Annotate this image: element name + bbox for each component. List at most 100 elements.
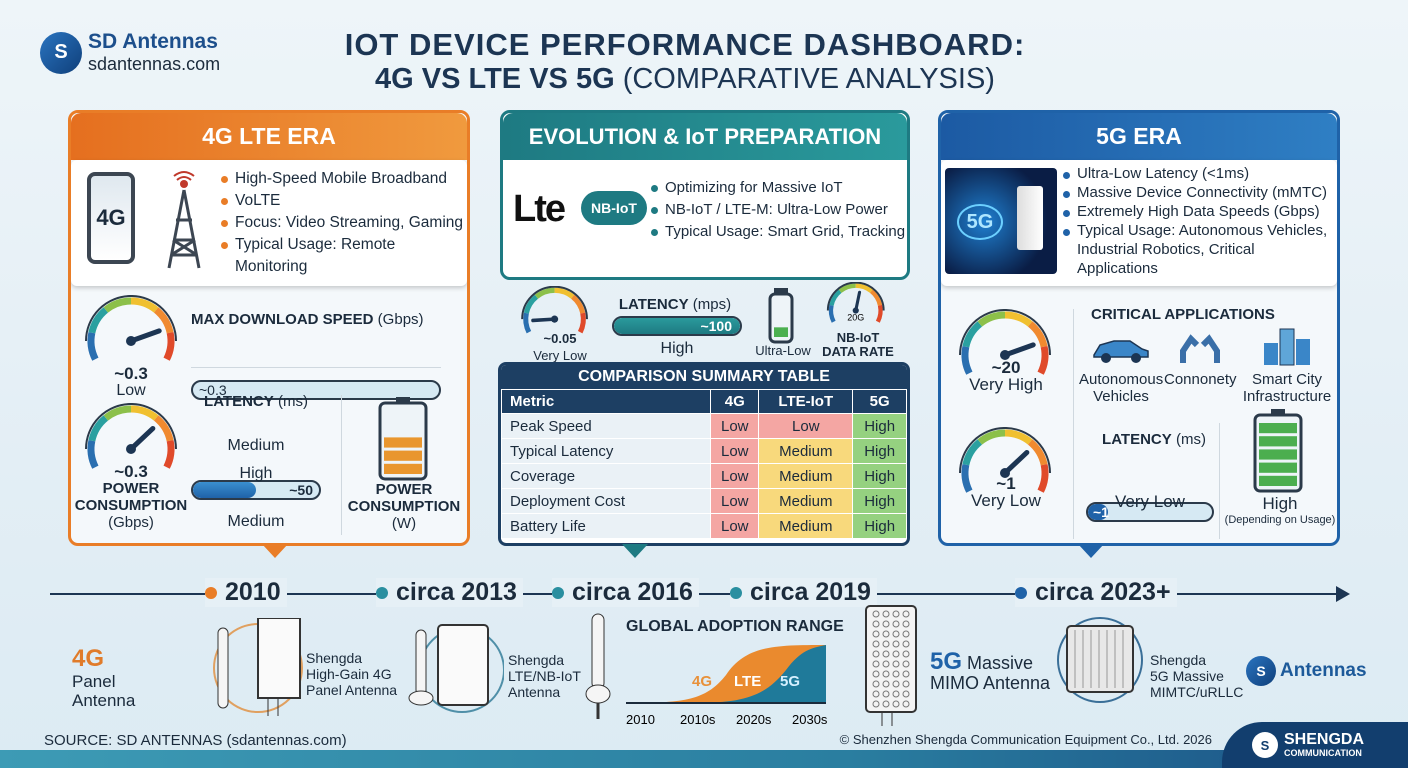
battery-sub-label: (Depending on Usage) xyxy=(1224,514,1336,526)
phone-label: 4G xyxy=(96,205,126,230)
panel-header: EVOLUTION & IoT PREPARATION xyxy=(503,113,907,160)
gauge-dial xyxy=(959,309,1051,375)
latency-title-text: LATENCY xyxy=(1102,431,1172,448)
rating-cell: Low xyxy=(710,438,760,464)
battery-label: POWER xyxy=(375,481,433,498)
product-5g-big: 5G xyxy=(930,648,963,675)
latency-label: Very Low xyxy=(1115,492,1185,511)
app-label: Connonety xyxy=(1164,371,1237,388)
gauge-dial xyxy=(85,403,177,469)
rating-cell: Medium xyxy=(758,438,854,464)
x-tick: 2010 xyxy=(626,712,655,727)
speed-unit: (Gbps) xyxy=(373,311,424,328)
title-line1: IOT DEVICE PERFORMANCE DASHBOARD: xyxy=(344,27,1026,62)
table-row: Battery Life Low Medium High xyxy=(501,513,907,539)
app-label: Autonomous xyxy=(1079,371,1164,388)
rating-cell: Low xyxy=(710,488,760,514)
divider xyxy=(1073,309,1074,539)
area-5g xyxy=(696,645,826,703)
panel-5g: 5G ERA 5G Ultra-Low Latency (<1ms) Massi… xyxy=(938,110,1340,546)
speed-title: MAX DOWNLOAD SPEED (Gbps) xyxy=(191,311,424,328)
metric-cell: Coverage xyxy=(501,463,712,489)
product-4g-desc: Shengda High-Gain 4G Panel Antenna xyxy=(306,650,397,698)
title-line2: 4G VS LTE VS 5G (COMPARATIVE ANALYSIS) xyxy=(290,62,1080,96)
battery-icon xyxy=(1253,409,1303,498)
latency-title: LATENCY (mps) xyxy=(610,296,740,313)
app-item: Connonety xyxy=(1164,327,1237,405)
comparison-table: COMPARISON SUMMARY TABLE Metric 4G LTE-IoT… xyxy=(498,362,910,546)
speed-value: ~0.3 xyxy=(199,382,227,398)
latency-title: LATENCY (ms) xyxy=(191,393,321,410)
table-title: COMPARISON SUMMARY TABLE xyxy=(501,365,907,389)
adoption-chart: 4G LTE 5G 2010 2010s 2020s 2030s xyxy=(626,645,828,727)
data-rate-labels: NB-IoT DATA RATE xyxy=(816,331,900,359)
table-row: Typical Latency Low Medium High xyxy=(501,438,907,464)
rating-cell: Medium xyxy=(758,513,854,539)
massive-mimo-panel-image xyxy=(865,605,917,726)
rating-cell: High xyxy=(852,488,907,514)
power-gauge-labels: ~0.3 POWER CONSUMPTION (Gbps) xyxy=(71,463,191,531)
battery-labels: POWER CONSUMPTION (W) xyxy=(341,481,467,532)
desc-line: 5G Massive xyxy=(1150,668,1224,684)
cell-tower-icon xyxy=(167,171,201,269)
data-rate-gauge: 20G xyxy=(826,281,886,335)
timeline-year: circa 2019 xyxy=(750,578,871,606)
timeline-arrow-icon xyxy=(1336,586,1358,602)
gauge-dial xyxy=(521,285,588,334)
speed-gauge xyxy=(83,295,179,377)
battery-label: Ultra-Low xyxy=(755,343,811,358)
latency-label: High xyxy=(660,340,694,357)
desc-line: Panel Antenna xyxy=(306,682,398,698)
divider xyxy=(341,395,342,535)
table-grid: Metric 4G LTE-IoT 5G Peak Speed Low Low High Typ… xyxy=(501,389,907,539)
rating-cell: High xyxy=(852,413,907,439)
callout-arrow-icon xyxy=(262,544,288,571)
app-label: Vehicles xyxy=(1093,388,1149,405)
5g-antenna-image: 5G xyxy=(945,168,1057,274)
latency-gauge-labels: ~1 Very Low xyxy=(951,475,1061,509)
nbiot-logo: NB-IoT xyxy=(581,191,647,225)
gauge-value: ~1 xyxy=(996,474,1016,493)
feature-item: Typical Usage: Remote Monitoring xyxy=(221,234,465,278)
4g-panel-antenna-image xyxy=(213,618,303,716)
latency-title: LATENCY (ms) xyxy=(1089,431,1219,448)
brand-url: sdantennas.com xyxy=(88,54,221,74)
divider xyxy=(191,367,441,368)
product-4g-line: Antenna xyxy=(72,691,136,710)
power-label: Medium xyxy=(227,513,285,530)
timeline-item: circa 2019 xyxy=(730,578,877,607)
shengda-logo-icon: S xyxy=(1252,732,1278,758)
footer-band xyxy=(0,750,1408,768)
series-label-lte: LTE xyxy=(734,673,761,690)
panel-evolution: EVOLUTION & IoT PREPARATION Lte NB-IoT O… xyxy=(500,110,910,280)
timeline-item: circa 2016 xyxy=(552,578,699,607)
brand-logo: S SD Antennas sdantennas.com xyxy=(40,30,220,75)
gauge-label: Very Low xyxy=(533,348,587,363)
gauge-dial: 20G xyxy=(826,281,885,323)
latency-value: ~1 xyxy=(1093,504,1109,520)
column-header: 5G xyxy=(852,389,907,414)
series-label-5g: 5G xyxy=(780,673,800,690)
info-card: 5G Ultra-Low Latency (<1ms) Massive Devi… xyxy=(941,160,1337,286)
desc-line: Shengda xyxy=(508,652,565,668)
gauge-value: ~20 xyxy=(991,358,1021,377)
omni-antenna-image xyxy=(585,613,611,719)
timeline-item: circa 2013 xyxy=(376,578,523,607)
gauge-value: ~0.3 xyxy=(114,462,148,481)
lte-nbiot-antenna-image xyxy=(408,624,504,713)
latency-unit: (mps) xyxy=(688,296,732,313)
speed-gauge xyxy=(957,309,1053,391)
latency-bar: ~1 xyxy=(1086,502,1214,522)
product-4g-label: 4G Panel Antenna xyxy=(72,646,136,711)
5g-mimtc-antenna-image xyxy=(1057,617,1143,703)
battery-icon xyxy=(768,288,794,349)
brand-name: SD Antennas xyxy=(88,30,218,53)
timeline-item: circa 2023+ xyxy=(1015,578,1177,607)
timeline-year: circa 2016 xyxy=(572,578,693,606)
gauge-label: DATA RATE xyxy=(822,344,894,359)
apps-title: CRITICAL APPLICATIONS xyxy=(1091,306,1275,323)
latency-unit: (ms) xyxy=(273,393,308,410)
latency-value: ~100 xyxy=(700,318,732,334)
desc-line: Shengda xyxy=(306,650,363,666)
brand-sub: COMMUNICATION xyxy=(1284,748,1362,758)
